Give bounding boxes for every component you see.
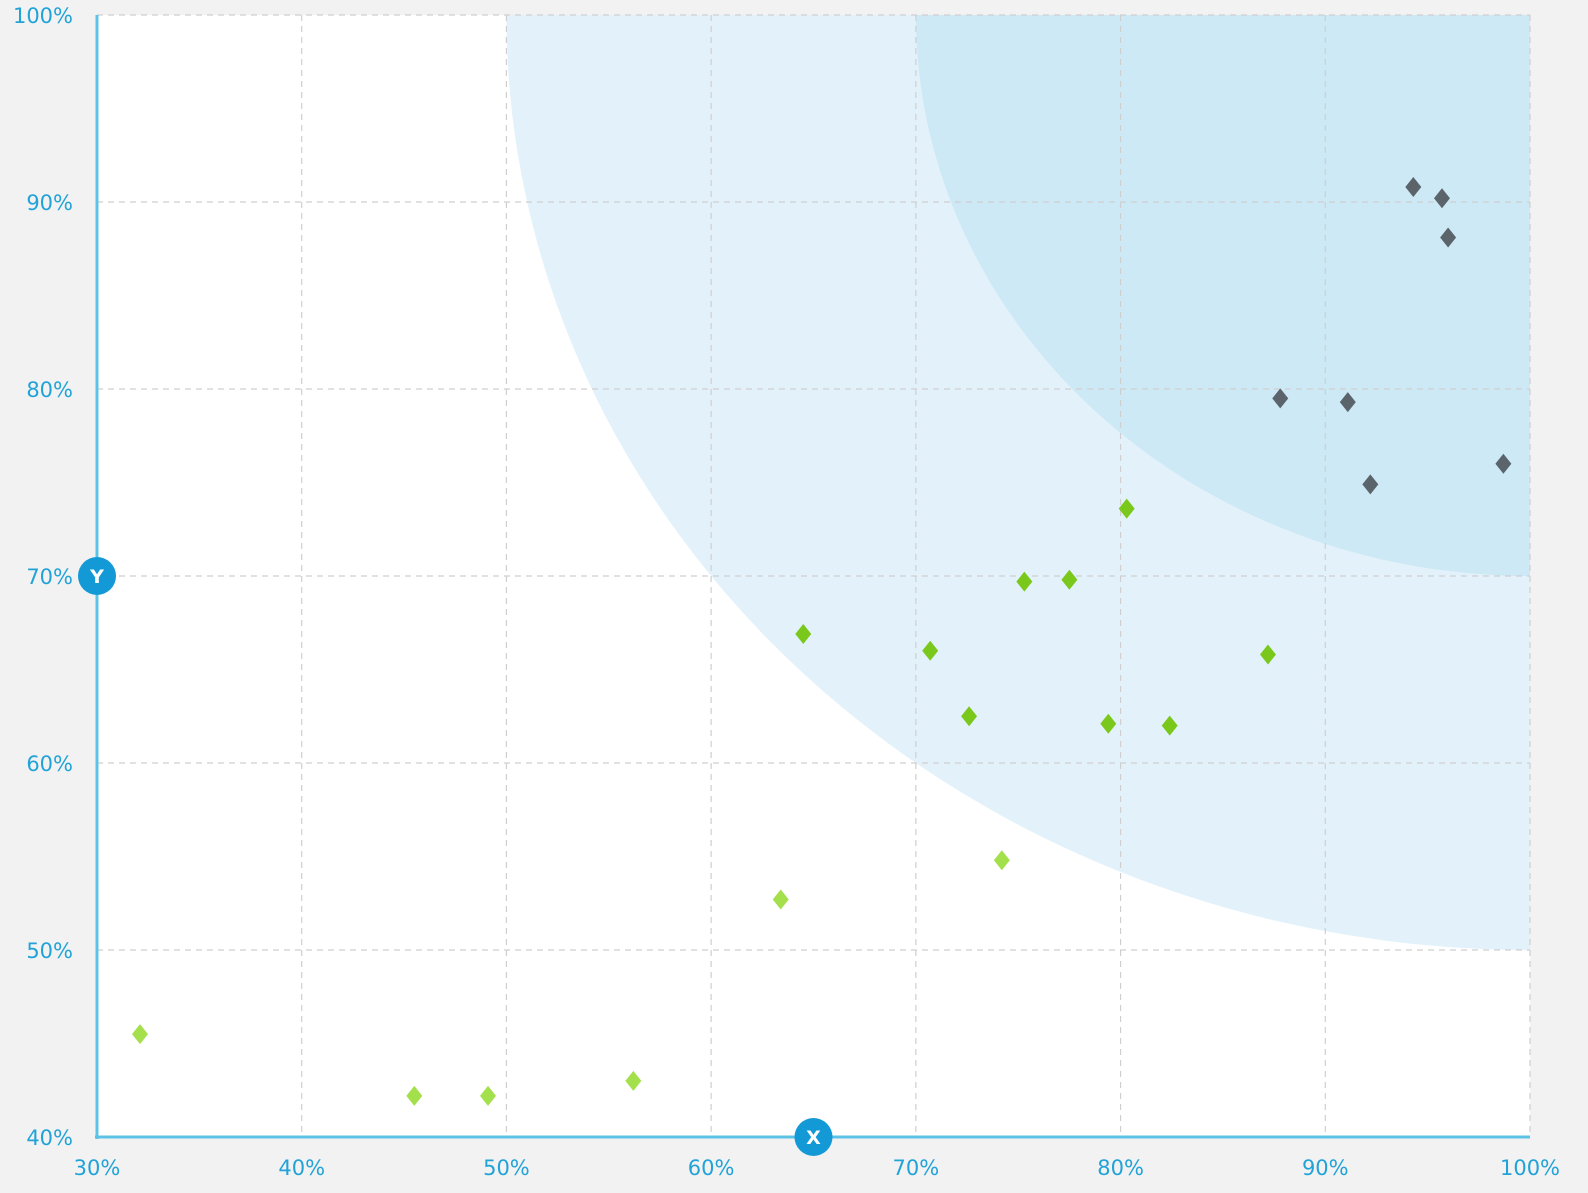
y-tick-label: 70% <box>26 565 73 589</box>
x-tick-label: 70% <box>893 1156 940 1180</box>
x-tick-label: 40% <box>278 1156 325 1180</box>
y-tick-label: 60% <box>26 752 73 776</box>
data-point <box>1259 644 1276 665</box>
data-point <box>1440 227 1457 248</box>
data-point <box>1016 571 1033 592</box>
x-tick-label: 80% <box>1097 1156 1144 1180</box>
data-point <box>922 640 939 661</box>
x-tick-label: 90% <box>1302 1156 1349 1180</box>
data-point <box>961 706 978 727</box>
y-tick-label: 90% <box>26 191 73 215</box>
axis-marker-label: Y <box>89 566 104 588</box>
data-point <box>1362 474 1379 495</box>
data-point <box>1433 188 1450 209</box>
zones-group <box>506 15 1530 950</box>
y-tick-label: 40% <box>26 1126 73 1150</box>
data-point <box>131 1024 148 1045</box>
data-point <box>1339 392 1356 413</box>
data-point <box>406 1085 423 1106</box>
y-tick-label: 50% <box>26 939 73 963</box>
data-point <box>1061 569 1078 590</box>
data-point <box>993 850 1010 871</box>
data-points <box>131 177 1512 1106</box>
data-point <box>1161 715 1178 736</box>
data-point <box>625 1070 642 1091</box>
data-point <box>1405 177 1422 198</box>
x-tick-label: 100% <box>1500 1156 1560 1180</box>
axis-marker-label: X <box>806 1127 821 1149</box>
axis-marker-badge <box>78 557 116 595</box>
axis-marker-y: Y <box>78 557 116 595</box>
y-tick-label: 80% <box>26 378 73 402</box>
x-tick-label: 30% <box>74 1156 121 1180</box>
data-point <box>795 623 812 644</box>
data-point <box>1118 498 1135 519</box>
data-point <box>772 889 789 910</box>
y-tick-label: 100% <box>13 4 73 28</box>
x-tick-label: 60% <box>688 1156 735 1180</box>
grid-group <box>97 14 1531 1137</box>
data-point <box>1100 713 1117 734</box>
data-point <box>480 1085 497 1106</box>
zone-inner <box>915 15 1530 576</box>
axis-marker-x: X <box>794 1118 833 1156</box>
data-point <box>1272 388 1289 409</box>
tick-labels: 30% 40% 50% 60% 70% 80% 90% 100%40%50%60%70%80%… <box>13 4 1560 1180</box>
axis-marker-badge <box>794 1118 833 1156</box>
data-point <box>1495 453 1512 474</box>
x-tick-label: 50% <box>483 1156 530 1180</box>
